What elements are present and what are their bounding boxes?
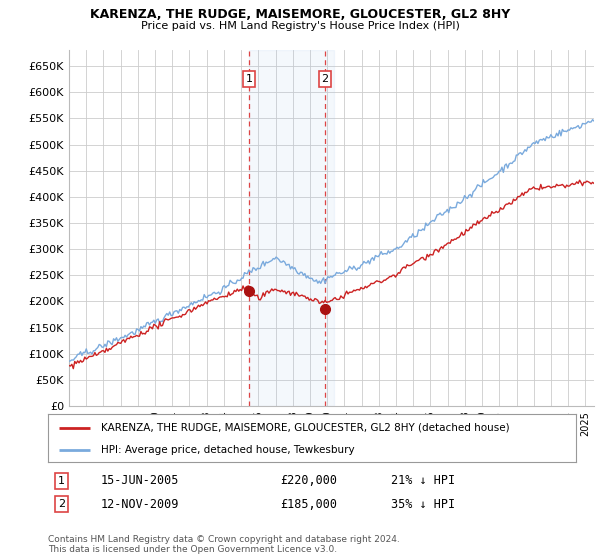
Text: 35% ↓ HPI: 35% ↓ HPI <box>391 497 455 511</box>
Text: KARENZA, THE RUDGE, MAISEMORE, GLOUCESTER, GL2 8HY (detached house): KARENZA, THE RUDGE, MAISEMORE, GLOUCESTE… <box>101 423 509 433</box>
Text: Price paid vs. HM Land Registry's House Price Index (HPI): Price paid vs. HM Land Registry's House … <box>140 21 460 31</box>
Text: 15-JUN-2005: 15-JUN-2005 <box>101 474 179 487</box>
Text: 21% ↓ HPI: 21% ↓ HPI <box>391 474 455 487</box>
Text: 12-NOV-2009: 12-NOV-2009 <box>101 497 179 511</box>
Text: 1: 1 <box>245 74 253 84</box>
Text: 2: 2 <box>58 499 65 509</box>
Text: £185,000: £185,000 <box>280 497 337 511</box>
Bar <box>249 50 334 406</box>
Text: 2: 2 <box>322 74 329 84</box>
Text: KARENZA, THE RUDGE, MAISEMORE, GLOUCESTER, GL2 8HY: KARENZA, THE RUDGE, MAISEMORE, GLOUCESTE… <box>90 8 510 21</box>
Text: 1: 1 <box>58 475 65 486</box>
Text: Contains HM Land Registry data © Crown copyright and database right 2024.
This d: Contains HM Land Registry data © Crown c… <box>48 535 400 554</box>
Text: HPI: Average price, detached house, Tewkesbury: HPI: Average price, detached house, Tewk… <box>101 445 355 455</box>
Text: £220,000: £220,000 <box>280 474 337 487</box>
